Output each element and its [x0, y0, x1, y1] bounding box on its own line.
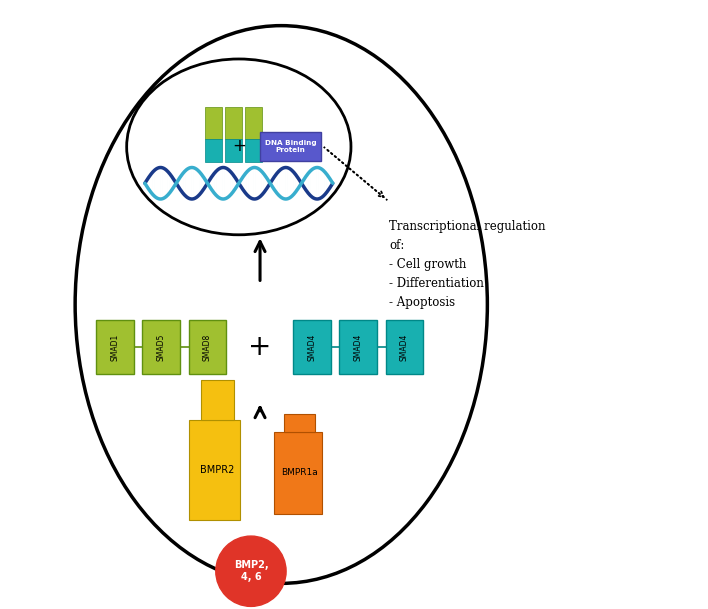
- FancyBboxPatch shape: [285, 414, 314, 432]
- Text: BMPR1a: BMPR1a: [281, 468, 318, 477]
- FancyBboxPatch shape: [96, 320, 134, 374]
- FancyBboxPatch shape: [205, 107, 222, 139]
- Text: +: +: [249, 333, 272, 361]
- Text: BMPR2: BMPR2: [200, 465, 235, 474]
- Text: SMAD8: SMAD8: [202, 333, 212, 361]
- FancyBboxPatch shape: [201, 380, 234, 420]
- Text: SMAD1: SMAD1: [110, 333, 120, 361]
- FancyBboxPatch shape: [293, 320, 331, 374]
- Text: SMAD4: SMAD4: [308, 333, 316, 361]
- FancyBboxPatch shape: [142, 320, 180, 374]
- FancyBboxPatch shape: [246, 139, 263, 162]
- FancyBboxPatch shape: [274, 432, 322, 513]
- FancyBboxPatch shape: [205, 139, 222, 162]
- Text: BMP2,
4, 6: BMP2, 4, 6: [234, 560, 268, 582]
- Text: DNA Binding
Protein: DNA Binding Protein: [265, 141, 316, 153]
- Text: SMAD5: SMAD5: [156, 333, 166, 361]
- FancyBboxPatch shape: [260, 132, 321, 161]
- Text: SMAD4: SMAD4: [400, 333, 409, 361]
- FancyBboxPatch shape: [225, 107, 242, 139]
- FancyBboxPatch shape: [386, 320, 423, 374]
- Text: SMAD4: SMAD4: [354, 333, 362, 361]
- Text: Transcriptional regulation
of:
- Cell growth
- Differentiation
- Apoptosis: Transcriptional regulation of: - Cell gr…: [389, 220, 546, 309]
- FancyBboxPatch shape: [339, 320, 377, 374]
- FancyBboxPatch shape: [188, 420, 240, 519]
- FancyBboxPatch shape: [188, 320, 226, 374]
- FancyBboxPatch shape: [246, 107, 263, 139]
- FancyBboxPatch shape: [225, 139, 242, 162]
- Text: +: +: [232, 136, 246, 155]
- Circle shape: [216, 536, 286, 607]
